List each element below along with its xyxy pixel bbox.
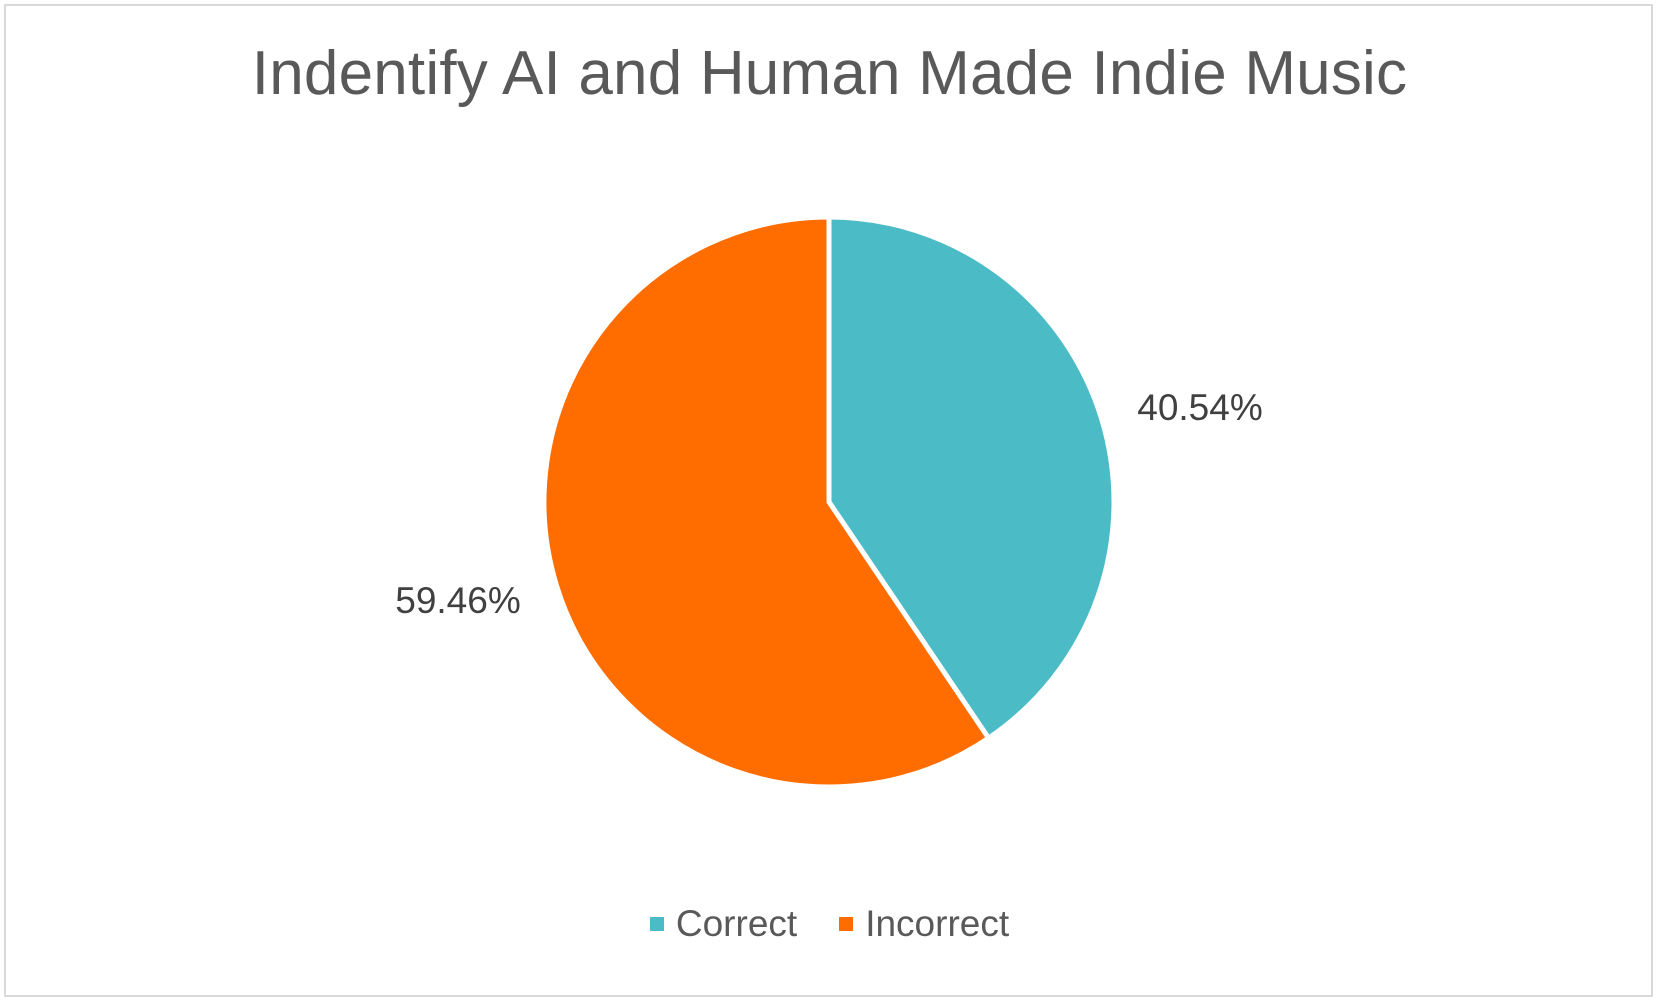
legend-swatch-incorrect — [839, 917, 854, 931]
legend: Correct Incorrect — [0, 903, 1659, 945]
legend-label-incorrect: Incorrect — [865, 903, 1010, 944]
data-label-incorrect: 59.46% — [395, 580, 521, 621]
pie-slice-incorrect — [541, 214, 992, 790]
legend-swatch-correct — [649, 917, 664, 931]
legend-item-correct: Correct — [649, 903, 798, 945]
legend-label-correct: Correct — [675, 903, 798, 944]
pie-slice-correct — [826, 214, 1117, 741]
data-label-correct: 40.54% — [1137, 387, 1263, 428]
legend-item-incorrect: Incorrect — [839, 903, 1009, 945]
chart-title: Indentify AI and Human Made Indie Music — [251, 39, 1408, 108]
